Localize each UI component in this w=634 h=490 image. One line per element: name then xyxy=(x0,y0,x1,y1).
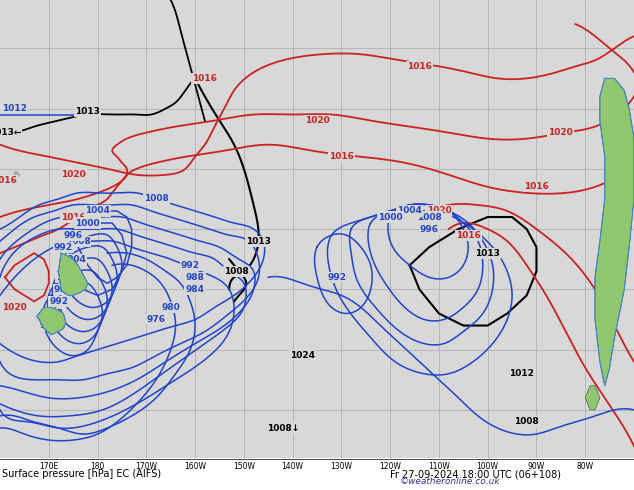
Text: 1020: 1020 xyxy=(61,171,86,179)
Text: 170W: 170W xyxy=(135,462,157,471)
Text: 1013: 1013 xyxy=(476,249,500,258)
Text: 1013: 1013 xyxy=(75,107,100,116)
Text: 1008: 1008 xyxy=(144,195,169,203)
Text: 1020: 1020 xyxy=(304,116,330,125)
Text: 1004: 1004 xyxy=(398,206,422,216)
Text: 110W: 110W xyxy=(428,462,450,471)
Polygon shape xyxy=(58,253,87,295)
Text: 1016: 1016 xyxy=(456,231,481,240)
Text: 980: 980 xyxy=(161,303,180,312)
Text: 1016: 1016 xyxy=(192,74,217,83)
Text: 992: 992 xyxy=(181,261,200,270)
Text: ©weatheronline.co.uk: ©weatheronline.co.uk xyxy=(400,477,501,486)
Text: 1024: 1024 xyxy=(290,351,315,360)
Text: 988: 988 xyxy=(186,273,205,282)
Polygon shape xyxy=(595,78,634,386)
Text: 1016: 1016 xyxy=(0,176,17,185)
Text: 996: 996 xyxy=(54,285,73,294)
Text: 996: 996 xyxy=(420,224,439,234)
Text: 1008↓: 1008↓ xyxy=(267,423,299,433)
Text: 1020: 1020 xyxy=(427,206,451,216)
Text: 1013←: 1013← xyxy=(0,128,21,137)
Text: 988: 988 xyxy=(44,309,63,318)
Text: 996: 996 xyxy=(63,231,82,240)
Text: 1008: 1008 xyxy=(417,213,441,221)
Text: 1012: 1012 xyxy=(509,369,534,378)
Text: 992: 992 xyxy=(49,297,68,306)
Text: 180: 180 xyxy=(91,462,105,471)
Text: 1000: 1000 xyxy=(56,273,81,282)
Text: 160W: 160W xyxy=(184,462,206,471)
Text: 1000: 1000 xyxy=(378,213,403,221)
Text: 1016: 1016 xyxy=(329,152,354,161)
Text: 1016: 1016 xyxy=(61,213,86,221)
Text: 1000: 1000 xyxy=(75,219,100,227)
Text: 140W: 140W xyxy=(281,462,304,471)
Text: 150W: 150W xyxy=(233,462,255,471)
Text: 1008: 1008 xyxy=(514,417,539,426)
Text: 1016: 1016 xyxy=(407,62,432,71)
Text: 1004: 1004 xyxy=(85,206,110,216)
Text: 1012: 1012 xyxy=(2,104,27,113)
Polygon shape xyxy=(15,172,20,178)
Text: 992: 992 xyxy=(327,273,346,282)
Text: 984: 984 xyxy=(186,285,205,294)
Text: 1020: 1020 xyxy=(3,303,27,312)
Text: 130W: 130W xyxy=(330,462,353,471)
Text: 80W: 80W xyxy=(577,462,594,471)
Text: Surface pressure [hPa] EC (AIFS): Surface pressure [hPa] EC (AIFS) xyxy=(2,469,161,479)
Text: 1016: 1016 xyxy=(524,182,549,192)
Text: 1020: 1020 xyxy=(548,128,573,137)
Text: 992: 992 xyxy=(54,243,73,252)
Text: 1008: 1008 xyxy=(224,267,249,276)
Text: 1004: 1004 xyxy=(61,255,86,264)
Text: 1008: 1008 xyxy=(66,237,91,245)
Polygon shape xyxy=(37,307,66,335)
Polygon shape xyxy=(585,386,600,410)
Text: 90W: 90W xyxy=(528,462,545,471)
Text: 984: 984 xyxy=(39,321,58,330)
Text: Fr 27-09-2024 18:00 UTC (06+108): Fr 27-09-2024 18:00 UTC (06+108) xyxy=(390,469,561,479)
Text: 170E: 170E xyxy=(39,462,58,471)
Text: 976: 976 xyxy=(146,315,165,324)
Text: 1013: 1013 xyxy=(246,237,271,245)
Text: 120W: 120W xyxy=(379,462,401,471)
Text: 100W: 100W xyxy=(477,462,499,471)
